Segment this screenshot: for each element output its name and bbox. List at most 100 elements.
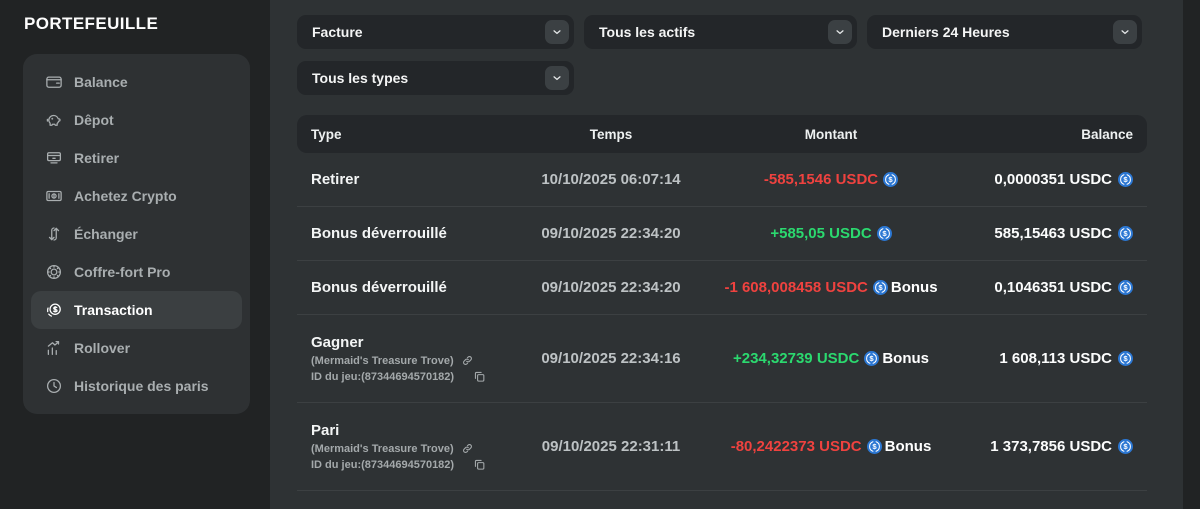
- transaction-type-cell: Bonus déverrouillé: [311, 225, 491, 242]
- sidebar-item-label: Transaction: [74, 302, 153, 318]
- transaction-amount-cell: -585,1546 USDC $: [731, 171, 931, 188]
- usdc-icon: $: [883, 172, 899, 187]
- filter-dropdown-tous-les-types[interactable]: Tous les types: [297, 61, 574, 95]
- chevron-down-icon[interactable]: [1113, 20, 1137, 44]
- filter-selected-value: Facture: [312, 24, 363, 40]
- transaction-balance-cell: 1 608,113 USDC $: [931, 350, 1133, 367]
- usdc-icon: $: [864, 351, 880, 366]
- game-id: ID du jeu:(87344694570182): [311, 370, 455, 383]
- bonus-tag: Bonus: [884, 438, 932, 455]
- transaction-amount-cell: +234,32739 USDC $ Bonus: [731, 350, 931, 367]
- table-row: Retirer 10/10/2025 06:07:14 -585,1546 USDC…: [297, 153, 1147, 207]
- wallet-icon: [45, 73, 63, 91]
- usdc-icon: $: [872, 280, 888, 295]
- transaction-type-cell: Gagner (Mermaid's Treasure Trove) ID du je…: [311, 334, 491, 383]
- game-name: (Mermaid's Treasure Trove): [311, 442, 454, 455]
- filter-selected-value: Tous les types: [312, 70, 409, 86]
- filter-dropdown-facture[interactable]: Facture: [297, 15, 574, 49]
- vault-icon: [45, 263, 63, 281]
- game-id: ID du jeu:(87344694570182): [311, 458, 455, 471]
- usdc-icon: $: [1118, 226, 1133, 241]
- transaction-type: Bonus déverrouillé: [311, 225, 447, 242]
- sidebar-item-label: Échanger: [74, 226, 138, 242]
- chevron-down-icon[interactable]: [545, 20, 569, 44]
- sidebar-item-transaction[interactable]: Transaction: [31, 291, 242, 329]
- svg-text:$: $: [872, 442, 877, 451]
- svg-text:$: $: [882, 229, 887, 238]
- clock-icon: [45, 377, 63, 395]
- transaction-amount: -585,1546 USDC: [763, 171, 879, 188]
- link-icon[interactable]: [461, 354, 474, 367]
- usdc-icon: $: [1118, 172, 1133, 187]
- col-header-amount: Montant: [804, 126, 858, 142]
- col-header-balance: Balance: [1081, 126, 1133, 142]
- sidebar-item-label: Coffre-fort Pro: [74, 264, 171, 280]
- copy-icon[interactable]: [473, 458, 486, 471]
- transaction-type-cell: Pari (Mermaid's Treasure Trove) ID du jeu:…: [311, 422, 491, 471]
- transaction-amount-cell: +585,05 USDC $: [731, 225, 931, 242]
- transaction-amount: +234,32739 USDC: [732, 350, 860, 367]
- svg-text:$: $: [1123, 442, 1128, 451]
- copy-icon[interactable]: [473, 370, 486, 383]
- sidebar-item-rollover[interactable]: Rollover: [31, 329, 242, 367]
- sidebar-item-label: Rollover: [74, 340, 131, 356]
- main-content: Facture Tous les actifs Derniers 24 Heures…: [270, 0, 1183, 509]
- sidebar-item-label: Dêpot: [74, 112, 114, 128]
- transaction-balance: 585,15463 USDC: [994, 225, 1112, 242]
- filter-selected-value: Tous les actifs: [599, 24, 696, 40]
- chevron-down-icon[interactable]: [828, 20, 852, 44]
- sidebar-item-depot[interactable]: Dêpot: [31, 101, 242, 139]
- transaction-time: 09/10/2025 22:31:11: [541, 438, 681, 455]
- withdraw-icon: [45, 149, 63, 167]
- svg-text:$: $: [1123, 175, 1128, 184]
- transaction-type: Gagner: [311, 334, 364, 351]
- transaction-balance: 0,0000351 USDC: [994, 171, 1112, 188]
- sidebar-item-label: Retirer: [74, 150, 120, 166]
- svg-text:$: $: [1123, 229, 1128, 238]
- right-margin-strip: [1183, 0, 1200, 509]
- link-icon[interactable]: [461, 442, 474, 455]
- transaction-balance: 0,1046351 USDC: [994, 279, 1112, 296]
- table-row: Gagner (Mermaid's Treasure Trove) ID du je…: [297, 315, 1147, 403]
- table-body: Retirer 10/10/2025 06:07:14 -585,1546 USDC…: [297, 153, 1147, 491]
- sidebar-item-label: Historique des paris: [74, 378, 209, 394]
- sidebar: PORTEFEUILLE Balance Dêpot Retirer Achetez …: [0, 0, 270, 509]
- transaction-amount-cell: -80,2422373 USDC $ Bonus: [730, 438, 932, 455]
- usdc-icon: $: [1118, 351, 1133, 366]
- transaction-amount: +585,05 USDC: [770, 225, 872, 242]
- transaction-type: Bonus déverrouillé: [311, 279, 447, 296]
- sidebar-item-balance[interactable]: Balance: [31, 63, 242, 101]
- sidebar-nav: Balance Dêpot Retirer Achetez Crypto Échange…: [23, 54, 250, 414]
- transaction-time: 09/10/2025 22:34:16: [541, 350, 681, 367]
- transaction-balance: 1 373,7856 USDC: [990, 438, 1112, 455]
- svg-text:$: $: [1123, 283, 1128, 292]
- transaction-type: Pari: [311, 422, 340, 439]
- buy-crypto-icon: [45, 187, 63, 205]
- game-name: (Mermaid's Treasure Trove): [311, 354, 454, 367]
- sidebar-item-label: Balance: [74, 74, 128, 90]
- chevron-down-icon[interactable]: [545, 66, 569, 90]
- table-row: Pari (Mermaid's Treasure Trove) ID du jeu:…: [297, 403, 1147, 491]
- transaction-balance-cell: 0,1046351 USDC $: [931, 279, 1133, 296]
- transaction-balance: 1 608,113 USDC: [999, 350, 1112, 367]
- sidebar-item-coffre-fort-pro[interactable]: Coffre-fort Pro: [31, 253, 242, 291]
- usdc-icon: $: [1118, 280, 1133, 295]
- swap-icon: [45, 225, 63, 243]
- sidebar-item-label: Achetez Crypto: [74, 188, 177, 204]
- game-id-line: ID du jeu:(87344694570182): [311, 370, 491, 383]
- sidebar-item-achetez-crypto[interactable]: Achetez Crypto: [31, 177, 242, 215]
- sidebar-item-historique-des-paris[interactable]: Historique des paris: [31, 367, 242, 405]
- game-id-line: ID du jeu:(87344694570182): [311, 458, 491, 471]
- transaction-amount: -80,2422373 USDC: [730, 438, 862, 455]
- bonus-tag: Bonus: [890, 279, 938, 296]
- col-header-type: Type: [311, 126, 342, 142]
- bonus-tag: Bonus: [882, 350, 929, 367]
- table-row: Bonus déverrouillé 09/10/2025 22:34:20 -1 …: [297, 261, 1147, 315]
- filter-dropdown-derniers-24-heures[interactable]: Derniers 24 Heures: [867, 15, 1142, 49]
- sidebar-item-retirer[interactable]: Retirer: [31, 139, 242, 177]
- svg-text:$: $: [878, 283, 883, 292]
- sidebar-item-echanger[interactable]: Échanger: [31, 215, 242, 253]
- usdc-icon: $: [1118, 439, 1133, 454]
- filter-dropdown-tous-les-actifs[interactable]: Tous les actifs: [584, 15, 857, 49]
- table-header: Type Temps Montant Balance: [297, 115, 1147, 153]
